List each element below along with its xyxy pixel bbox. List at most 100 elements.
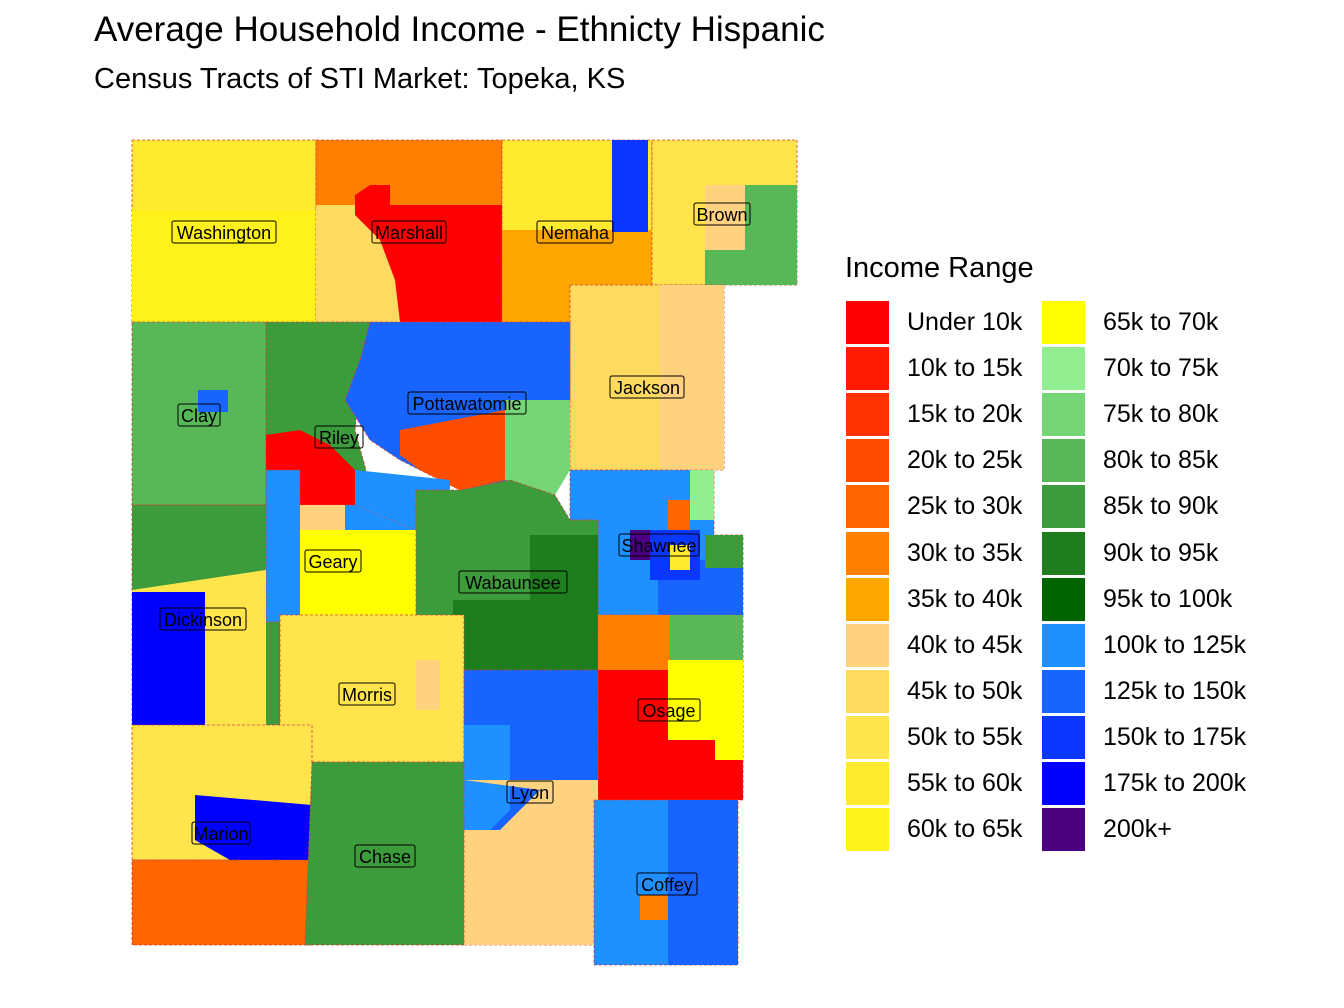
legend-label: 90k to 95k (1103, 538, 1219, 567)
legend-swatch (846, 531, 889, 575)
tract (598, 615, 670, 670)
svg-text:Jackson: Jackson (614, 378, 680, 398)
legend-label: 65k to 70k (1103, 308, 1219, 336)
svg-text:Dickinson: Dickinson (164, 610, 242, 630)
svg-text:Marshall: Marshall (375, 223, 443, 243)
tract (668, 500, 690, 530)
svg-text:Osage: Osage (642, 701, 695, 721)
legend-label: 55k to 60k (907, 769, 1023, 797)
legend-label: 85k to 90k (1103, 492, 1219, 521)
county-label-marshall: Marshall (371, 220, 447, 244)
legend-label: 100k to 125k (1103, 630, 1247, 659)
county-label-jackson: Jackson (609, 375, 685, 399)
county-labels: Washington Marshall Nemaha Brown Clay Ri… (159, 202, 751, 896)
county-label-morris: Morris (338, 682, 396, 706)
tract (464, 780, 598, 945)
legend-swatch (1042, 715, 1085, 759)
county-label-shawnee: Shawnee (618, 533, 700, 557)
legend-swatch (1042, 762, 1085, 805)
tract (705, 535, 743, 568)
legend-swatch (1042, 808, 1085, 852)
county-label-geary: Geary (304, 549, 362, 573)
legend-label: 45k to 50k (907, 676, 1023, 705)
legend-title: Income Range (845, 252, 1034, 284)
legend-label: 15k to 20k (907, 400, 1023, 429)
county-label-wabaunsee: Wabaunsee (458, 570, 568, 594)
tract (464, 725, 510, 830)
county-label-clay: Clay (177, 403, 221, 427)
legend-label: 30k to 35k (907, 538, 1023, 567)
legend-label: 150k to 175k (1103, 722, 1247, 751)
svg-text:Wabaunsee: Wabaunsee (465, 573, 560, 593)
legend-swatch (1042, 623, 1085, 667)
svg-text:Coffey: Coffey (641, 875, 693, 895)
legend-label: 75k to 80k (1103, 400, 1219, 429)
legend-swatch (846, 762, 889, 805)
tract (668, 660, 743, 760)
tract (355, 185, 502, 322)
legend-swatch (1042, 439, 1085, 483)
tract (668, 800, 738, 965)
tract (131, 859, 313, 946)
county-label-coffey: Coffey (636, 872, 698, 896)
legend-label: Under 10k (907, 308, 1023, 336)
legend-swatch (846, 623, 889, 667)
tract (400, 410, 505, 490)
tract (416, 660, 440, 710)
svg-text:Nemaha: Nemaha (541, 223, 610, 243)
svg-text:Lyon: Lyon (511, 783, 549, 803)
tract (670, 615, 743, 670)
tract (705, 185, 745, 250)
tract (132, 210, 316, 322)
tract (690, 470, 714, 520)
tract (300, 505, 345, 530)
legend-swatch (846, 439, 889, 483)
legend-label: 50k to 55k (907, 722, 1023, 751)
legend-label: 40k to 45k (907, 630, 1023, 659)
tract (640, 895, 668, 920)
county-label-marion: Marion (191, 821, 251, 845)
svg-text:Marion: Marion (193, 824, 248, 844)
svg-text:Pottawatomie: Pottawatomie (412, 394, 521, 414)
svg-text:Riley: Riley (319, 428, 359, 448)
tract (132, 592, 205, 725)
legend-swatch (1042, 485, 1085, 529)
legend-label: 125k to 150k (1103, 676, 1247, 705)
svg-text:Shawnee: Shawnee (621, 536, 696, 556)
legend-swatch (1042, 577, 1085, 621)
svg-text:Morris: Morris (342, 685, 392, 705)
tract (612, 140, 648, 232)
legend-label: 10k to 15k (907, 354, 1023, 383)
tract (670, 545, 690, 570)
tract (660, 285, 724, 470)
svg-text:Chase: Chase (359, 847, 411, 867)
map-title: Average Household Income - Ethnicty Hisp… (94, 10, 825, 49)
legend-label: 175k to 200k (1103, 769, 1247, 797)
legend-swatch (846, 393, 889, 437)
legend-label: 95k to 100k (1103, 584, 1233, 613)
svg-text:Brown: Brown (696, 205, 747, 225)
county-label-chase: Chase (354, 844, 416, 868)
legend-swatch (1042, 301, 1085, 344)
county-label-riley: Riley (314, 425, 364, 449)
legend-swatch (1042, 393, 1085, 437)
legend-swatch (1042, 531, 1085, 575)
legend-swatch (846, 485, 889, 529)
tract (630, 530, 650, 560)
svg-text:Clay: Clay (181, 406, 217, 426)
map-subtitle: Census Tracts of STI Market: Topeka, KS (94, 63, 626, 95)
legend-swatch (846, 301, 889, 344)
tract (304, 761, 465, 946)
legend-label: 80k to 85k (1103, 446, 1219, 475)
legend-label: 200k+ (1103, 815, 1172, 844)
legend-swatch (1042, 669, 1085, 713)
county-label-pottawatomie: Pottawatomie (407, 391, 527, 415)
legend-swatch (846, 669, 889, 713)
svg-text:Washington: Washington (177, 223, 271, 243)
legend-swatch (1042, 347, 1085, 391)
legend-label: 25k to 30k (907, 492, 1023, 521)
county-label-nemaha: Nemaha (536, 220, 614, 244)
legend-swatch (846, 347, 889, 391)
county-label-dickinson: Dickinson (159, 607, 247, 631)
county-label-osage: Osage (637, 698, 701, 722)
